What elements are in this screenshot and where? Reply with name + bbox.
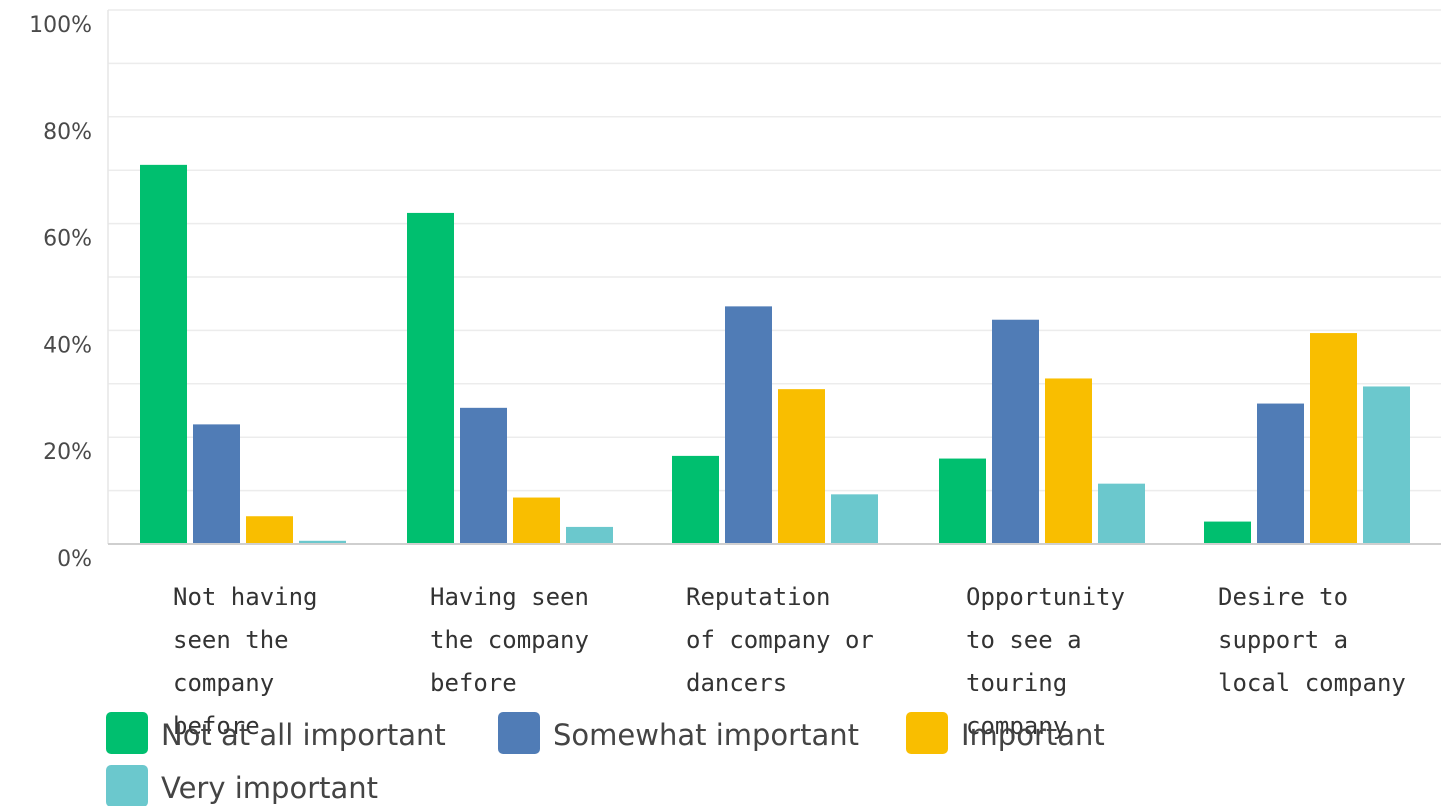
x-tick-label: touring bbox=[966, 669, 1067, 697]
bar bbox=[460, 407, 507, 544]
x-tick-label: support a bbox=[1218, 626, 1348, 654]
x-tick-label: Opportunity bbox=[966, 583, 1125, 611]
x-tick-label: company bbox=[966, 712, 1067, 740]
y-tick-label: 0% bbox=[57, 547, 92, 572]
legend-label: Very important bbox=[161, 771, 378, 805]
x-tick-label: Having seen bbox=[430, 583, 589, 611]
bar bbox=[939, 458, 986, 544]
legend-swatch bbox=[498, 712, 540, 754]
y-tick-label: 20% bbox=[43, 440, 92, 465]
bar bbox=[513, 497, 560, 544]
bar bbox=[1310, 333, 1357, 544]
y-axis-ticks: 100% 80% 60% 40% 20% 0% bbox=[29, 13, 92, 572]
y-tick-label: 40% bbox=[43, 333, 92, 358]
y-tick-label: 80% bbox=[43, 120, 92, 145]
x-tick-label: before bbox=[430, 669, 517, 697]
bar bbox=[1363, 386, 1410, 544]
x-tick-label: the company bbox=[430, 626, 589, 654]
bars bbox=[140, 164, 1410, 545]
legend-label: Somewhat important bbox=[553, 718, 859, 752]
legend-swatch bbox=[106, 712, 148, 754]
x-tick-label: dancers bbox=[686, 669, 787, 697]
bar bbox=[1098, 483, 1145, 544]
bar bbox=[1045, 378, 1092, 544]
x-tick-label: seen the bbox=[173, 626, 289, 654]
x-tick-label: company bbox=[173, 669, 274, 697]
bar bbox=[1257, 403, 1304, 544]
legend-label: Important bbox=[961, 718, 1105, 752]
x-tick-label: Desire to bbox=[1218, 583, 1348, 611]
legend-swatch bbox=[106, 765, 148, 806]
x-axis-labels: Not having seen the company before Having se… bbox=[173, 583, 1406, 740]
bar bbox=[140, 164, 187, 545]
y-tick-label: 60% bbox=[43, 227, 92, 252]
bar bbox=[299, 540, 346, 544]
gridlines bbox=[107, 9, 1441, 544]
x-tick-label: of company or bbox=[686, 626, 874, 654]
x-tick-label: Not having bbox=[173, 583, 318, 611]
bar bbox=[992, 319, 1039, 544]
bar bbox=[1204, 521, 1251, 544]
legend: Not at all important Somewhat important Im… bbox=[106, 712, 1105, 806]
bar bbox=[246, 516, 293, 544]
x-tick-label: local company bbox=[1218, 669, 1406, 697]
bar bbox=[193, 424, 240, 544]
x-tick-label: to see a bbox=[966, 626, 1082, 654]
bar bbox=[672, 455, 719, 544]
bar bbox=[831, 494, 878, 544]
x-tick-label: Reputation bbox=[686, 583, 831, 611]
legend-swatch bbox=[906, 712, 948, 754]
bar bbox=[725, 306, 772, 544]
legend-label: Not at all important bbox=[161, 718, 446, 752]
bar bbox=[778, 389, 825, 544]
bar bbox=[566, 526, 613, 544]
bar bbox=[407, 212, 454, 545]
x-tick-label: before bbox=[173, 712, 260, 740]
y-tick-label: 100% bbox=[29, 13, 92, 38]
